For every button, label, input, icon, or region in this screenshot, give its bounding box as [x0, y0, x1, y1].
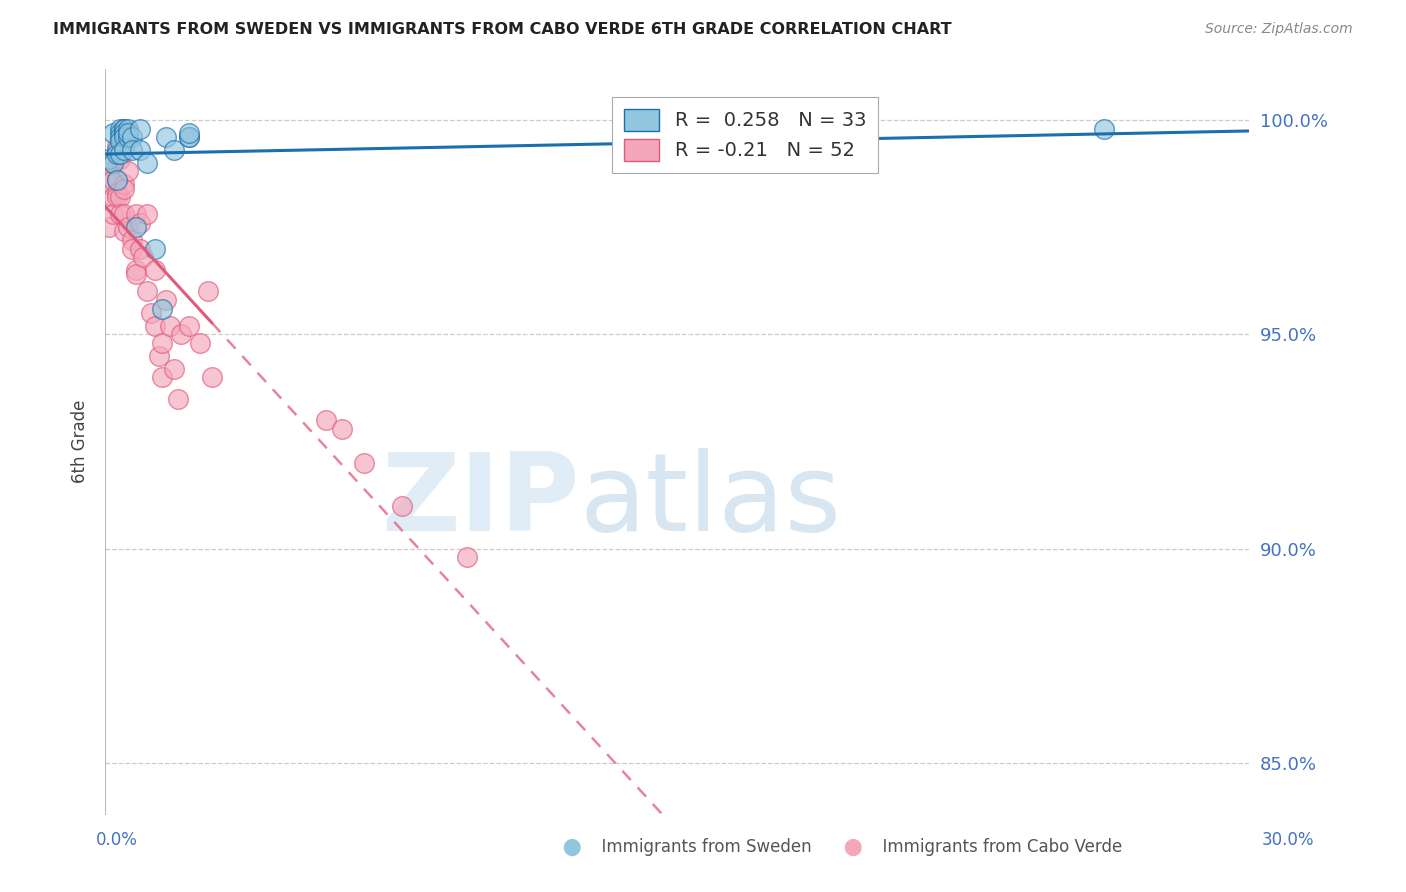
Point	[101, 173, 124, 187]
Point	[121, 143, 143, 157]
Point	[143, 263, 166, 277]
Text: ⬤: ⬤	[562, 838, 581, 855]
Point	[98, 156, 121, 170]
Point	[105, 173, 128, 187]
Point	[121, 130, 143, 145]
Point	[163, 361, 186, 376]
Point	[105, 143, 128, 157]
Point	[98, 152, 121, 166]
Point	[117, 121, 139, 136]
Point	[155, 293, 177, 307]
Point	[330, 422, 353, 436]
Text: IMMIGRANTS FROM SWEDEN VS IMMIGRANTS FROM CABO VERDE 6TH GRADE CORRELATION CHART: IMMIGRANTS FROM SWEDEN VS IMMIGRANTS FRO…	[53, 22, 952, 37]
Text: atlas: atlas	[579, 448, 842, 554]
Point	[190, 335, 212, 350]
Point	[1092, 121, 1115, 136]
Point	[105, 138, 128, 153]
Point	[125, 268, 148, 282]
Point	[136, 285, 159, 299]
Point	[150, 301, 173, 316]
Point	[101, 126, 124, 140]
Point	[128, 216, 150, 230]
Point	[143, 318, 166, 333]
Point	[110, 147, 132, 161]
Point	[128, 143, 150, 157]
Point	[117, 130, 139, 145]
Point	[353, 456, 375, 470]
Point	[132, 250, 155, 264]
Point	[101, 190, 124, 204]
Point	[121, 233, 143, 247]
Point	[101, 156, 124, 170]
Point	[112, 143, 135, 157]
Point	[101, 156, 124, 170]
Point	[110, 135, 132, 149]
Point	[128, 242, 150, 256]
Point	[98, 178, 121, 192]
Point	[125, 220, 148, 235]
Point	[121, 242, 143, 256]
Point	[148, 349, 170, 363]
Point	[110, 130, 132, 145]
Point	[125, 263, 148, 277]
Point	[112, 121, 135, 136]
Point	[166, 392, 188, 406]
Legend: R =  0.258   N = 33, R = -0.21   N = 52: R = 0.258 N = 33, R = -0.21 N = 52	[613, 97, 877, 173]
Point	[456, 550, 478, 565]
Point	[170, 327, 193, 342]
Point	[177, 130, 200, 145]
Point	[112, 224, 135, 238]
Point	[177, 126, 200, 140]
Text: 30.0%: 30.0%	[1263, 831, 1315, 849]
Point	[391, 499, 413, 513]
Point	[155, 130, 177, 145]
Point	[112, 126, 135, 140]
Point	[110, 143, 132, 157]
Point	[139, 306, 162, 320]
Point	[125, 207, 148, 221]
Point	[98, 220, 121, 235]
Text: 0.0%: 0.0%	[96, 831, 138, 849]
Point	[105, 190, 128, 204]
Point	[117, 164, 139, 178]
Point	[110, 121, 132, 136]
Point	[112, 207, 135, 221]
Point	[150, 370, 173, 384]
Point	[112, 181, 135, 195]
Point	[163, 143, 186, 157]
Point	[315, 413, 337, 427]
Text: Immigrants from Sweden: Immigrants from Sweden	[591, 838, 811, 855]
Point	[105, 186, 128, 200]
Point	[177, 318, 200, 333]
Point	[201, 370, 224, 384]
Point	[177, 130, 200, 145]
Point	[105, 147, 128, 161]
Point	[112, 130, 135, 145]
Point	[136, 207, 159, 221]
Point	[112, 121, 135, 136]
Point	[136, 156, 159, 170]
Point	[143, 242, 166, 256]
Point	[110, 207, 132, 221]
Point	[110, 152, 132, 166]
Point	[197, 285, 219, 299]
Point	[117, 220, 139, 235]
Point	[112, 178, 135, 192]
Point	[110, 190, 132, 204]
Text: Source: ZipAtlas.com: Source: ZipAtlas.com	[1205, 22, 1353, 37]
Y-axis label: 6th Grade: 6th Grade	[72, 400, 89, 483]
Text: ZIP: ZIP	[381, 448, 579, 554]
Text: ⬤: ⬤	[844, 838, 862, 855]
Point	[150, 335, 173, 350]
Point	[159, 318, 181, 333]
Point	[101, 207, 124, 221]
Point	[117, 126, 139, 140]
Point	[105, 173, 128, 187]
Point	[110, 126, 132, 140]
Point	[128, 121, 150, 136]
Point	[101, 152, 124, 166]
Text: Immigrants from Cabo Verde: Immigrants from Cabo Verde	[872, 838, 1122, 855]
